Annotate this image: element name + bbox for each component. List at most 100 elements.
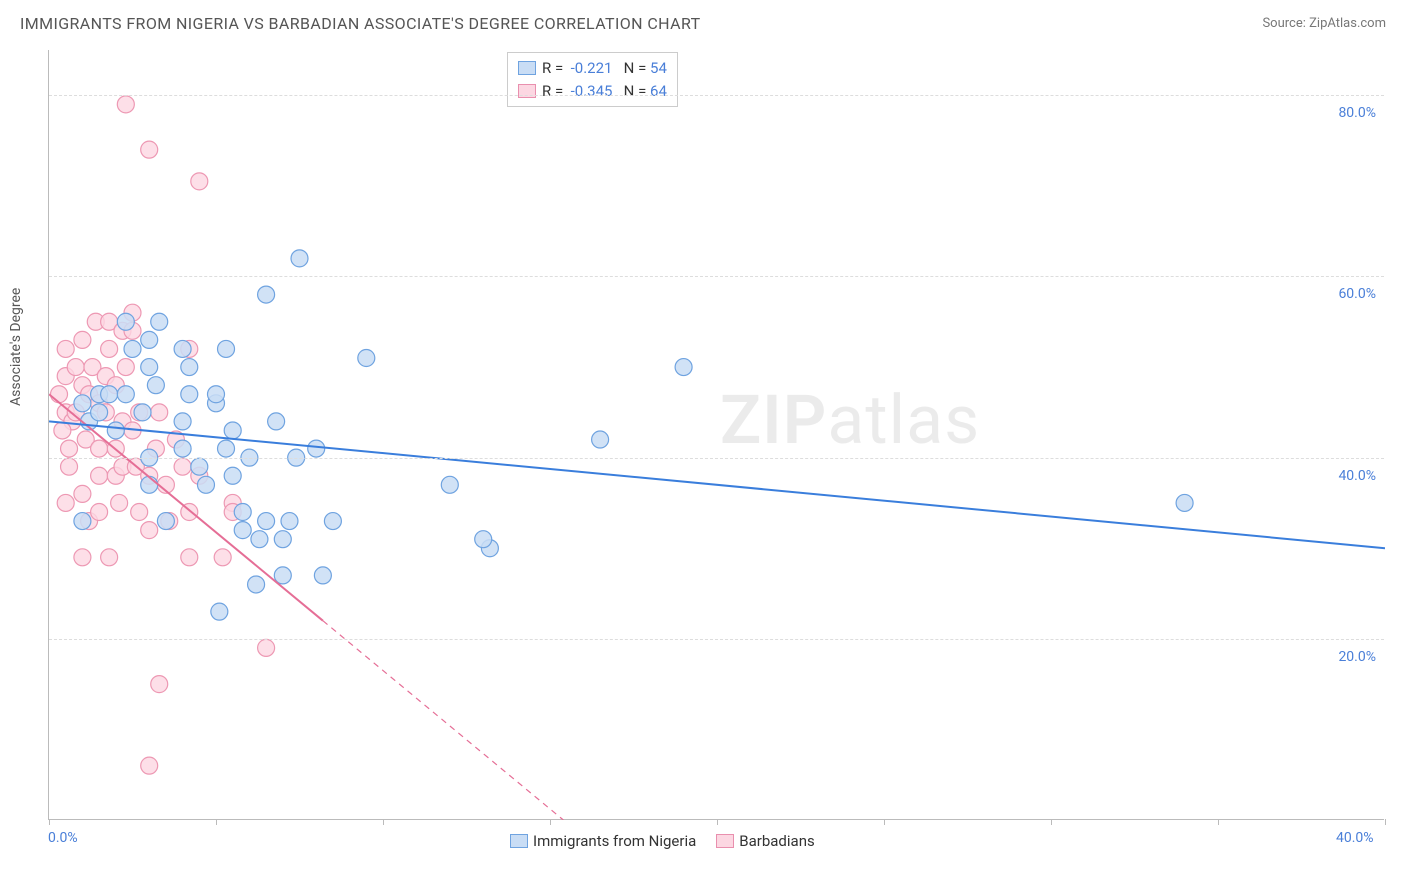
legend-swatch [716, 834, 734, 848]
x-tick [1385, 819, 1386, 825]
x-tick [884, 819, 885, 825]
x-tick [550, 819, 551, 825]
r-label: R = [542, 82, 563, 100]
gridline [49, 95, 1384, 96]
x-tick [1051, 819, 1052, 825]
data-point [258, 286, 275, 303]
data-point [358, 350, 375, 367]
data-point [74, 485, 91, 502]
data-point [141, 757, 158, 774]
data-point [67, 359, 84, 376]
gridline [49, 458, 1384, 459]
data-point [151, 404, 168, 421]
data-point [1176, 494, 1193, 511]
data-point [157, 513, 174, 530]
data-point [57, 494, 74, 511]
data-point [234, 504, 251, 521]
data-point [208, 386, 225, 403]
data-point [147, 377, 164, 394]
data-point [181, 359, 198, 376]
data-point [174, 440, 191, 457]
x-axis-max-label: 40.0% [1336, 830, 1374, 846]
data-point [141, 476, 158, 493]
x-tick [717, 819, 718, 825]
x-tick [1218, 819, 1219, 825]
data-point [91, 504, 108, 521]
data-point [101, 386, 118, 403]
r-value: -0.345 [571, 82, 613, 100]
data-point [441, 476, 458, 493]
legend-item: Barbadians [716, 832, 814, 850]
n-label: N = [624, 82, 647, 100]
data-point [101, 549, 118, 566]
source-label: Source: [1262, 16, 1305, 31]
data-point [131, 504, 148, 521]
data-point [91, 440, 108, 457]
series-legend: Immigrants from NigeriaBarbadians [510, 832, 815, 850]
data-point [91, 467, 108, 484]
data-point [174, 340, 191, 357]
data-point [281, 513, 298, 530]
data-point [117, 359, 134, 376]
data-point [61, 458, 78, 475]
data-point [57, 340, 74, 357]
n-value: 54 [650, 59, 667, 77]
data-point [224, 467, 241, 484]
data-point [141, 331, 158, 348]
r-label: R = [542, 59, 563, 77]
data-point [107, 422, 124, 439]
x-axis-min-label: 0.0% [48, 830, 78, 846]
y-tick-label: 20.0% [1338, 649, 1376, 665]
data-point [675, 359, 692, 376]
y-tick-label: 80.0% [1338, 105, 1376, 121]
data-point [234, 522, 251, 539]
x-tick [216, 819, 217, 825]
legend-swatch [510, 834, 528, 848]
data-point [181, 386, 198, 403]
y-axis-title: Associate's Degree [8, 288, 24, 406]
stats-row: R = -0.345 N = 64 [518, 80, 667, 103]
data-point [91, 404, 108, 421]
data-point [224, 422, 241, 439]
data-point [214, 549, 231, 566]
data-point [134, 404, 151, 421]
data-point [218, 440, 235, 457]
data-point [51, 386, 68, 403]
data-point [197, 476, 214, 493]
data-point [258, 639, 275, 656]
legend-label: Barbadians [739, 832, 814, 850]
legend-swatch [518, 61, 536, 75]
data-point [54, 422, 71, 439]
data-point [251, 531, 268, 548]
data-point [592, 431, 609, 448]
data-point [151, 313, 168, 330]
data-point [124, 340, 141, 357]
scatter-plot [49, 50, 1385, 820]
data-point [117, 96, 134, 113]
x-tick [383, 819, 384, 825]
data-point [61, 440, 78, 457]
data-point [141, 359, 158, 376]
source-name: ZipAtlas.com [1309, 16, 1386, 31]
data-point [141, 141, 158, 158]
data-point [291, 250, 308, 267]
data-point [151, 676, 168, 693]
data-point [308, 440, 325, 457]
gridline [49, 639, 1384, 640]
data-point [174, 413, 191, 430]
data-point [141, 522, 158, 539]
trend-line [323, 621, 563, 820]
y-tick-label: 60.0% [1338, 286, 1376, 302]
data-point [314, 567, 331, 584]
r-value: -0.221 [571, 59, 613, 77]
n-label: N = [624, 59, 647, 77]
data-point [475, 531, 492, 548]
data-point [268, 413, 285, 430]
data-point [211, 603, 228, 620]
data-point [117, 313, 134, 330]
y-tick-label: 40.0% [1338, 468, 1376, 484]
data-point [191, 173, 208, 190]
data-point [74, 513, 91, 530]
data-point [74, 395, 91, 412]
data-point [74, 549, 91, 566]
